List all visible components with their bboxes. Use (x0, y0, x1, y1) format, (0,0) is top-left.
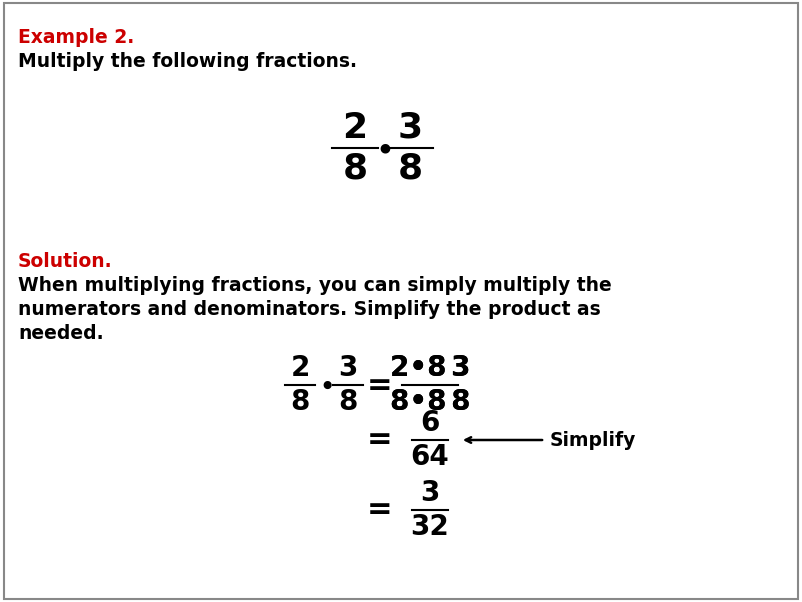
Text: 8•8 8: 8•8 8 (390, 388, 470, 415)
Text: =: = (367, 370, 393, 400)
Text: =: = (367, 426, 393, 455)
Text: Example 2.: Example 2. (18, 28, 134, 47)
Text: 3: 3 (338, 355, 358, 382)
Text: 8•8 8: 8•8 8 (390, 388, 470, 415)
Text: 2: 2 (342, 111, 367, 144)
Text: 3: 3 (420, 479, 439, 507)
Text: Simplify: Simplify (550, 430, 636, 450)
Text: 8: 8 (398, 151, 423, 185)
Text: 8: 8 (290, 388, 310, 415)
Text: 2: 2 (290, 355, 310, 382)
Text: Solution.: Solution. (18, 252, 112, 271)
Text: numerators and denominators. Simplify the product as: numerators and denominators. Simplify th… (18, 300, 601, 319)
Text: 64: 64 (411, 442, 449, 471)
Text: 2•8 3: 2•8 3 (390, 355, 470, 382)
Text: 32: 32 (411, 512, 449, 541)
Text: $\bullet$: $\bullet$ (318, 371, 332, 399)
Text: 3: 3 (398, 111, 423, 144)
Text: =: = (367, 495, 393, 524)
Text: 6: 6 (420, 409, 439, 438)
Text: 8: 8 (338, 388, 358, 415)
Text: Multiply the following fractions.: Multiply the following fractions. (18, 52, 357, 71)
Text: When multiplying fractions, you can simply multiply the: When multiplying fractions, you can simp… (18, 276, 612, 295)
Text: 8: 8 (342, 151, 367, 185)
Text: $\bullet$: $\bullet$ (375, 131, 391, 164)
Text: needed.: needed. (18, 324, 103, 343)
Text: 2•8 3: 2•8 3 (390, 355, 470, 382)
